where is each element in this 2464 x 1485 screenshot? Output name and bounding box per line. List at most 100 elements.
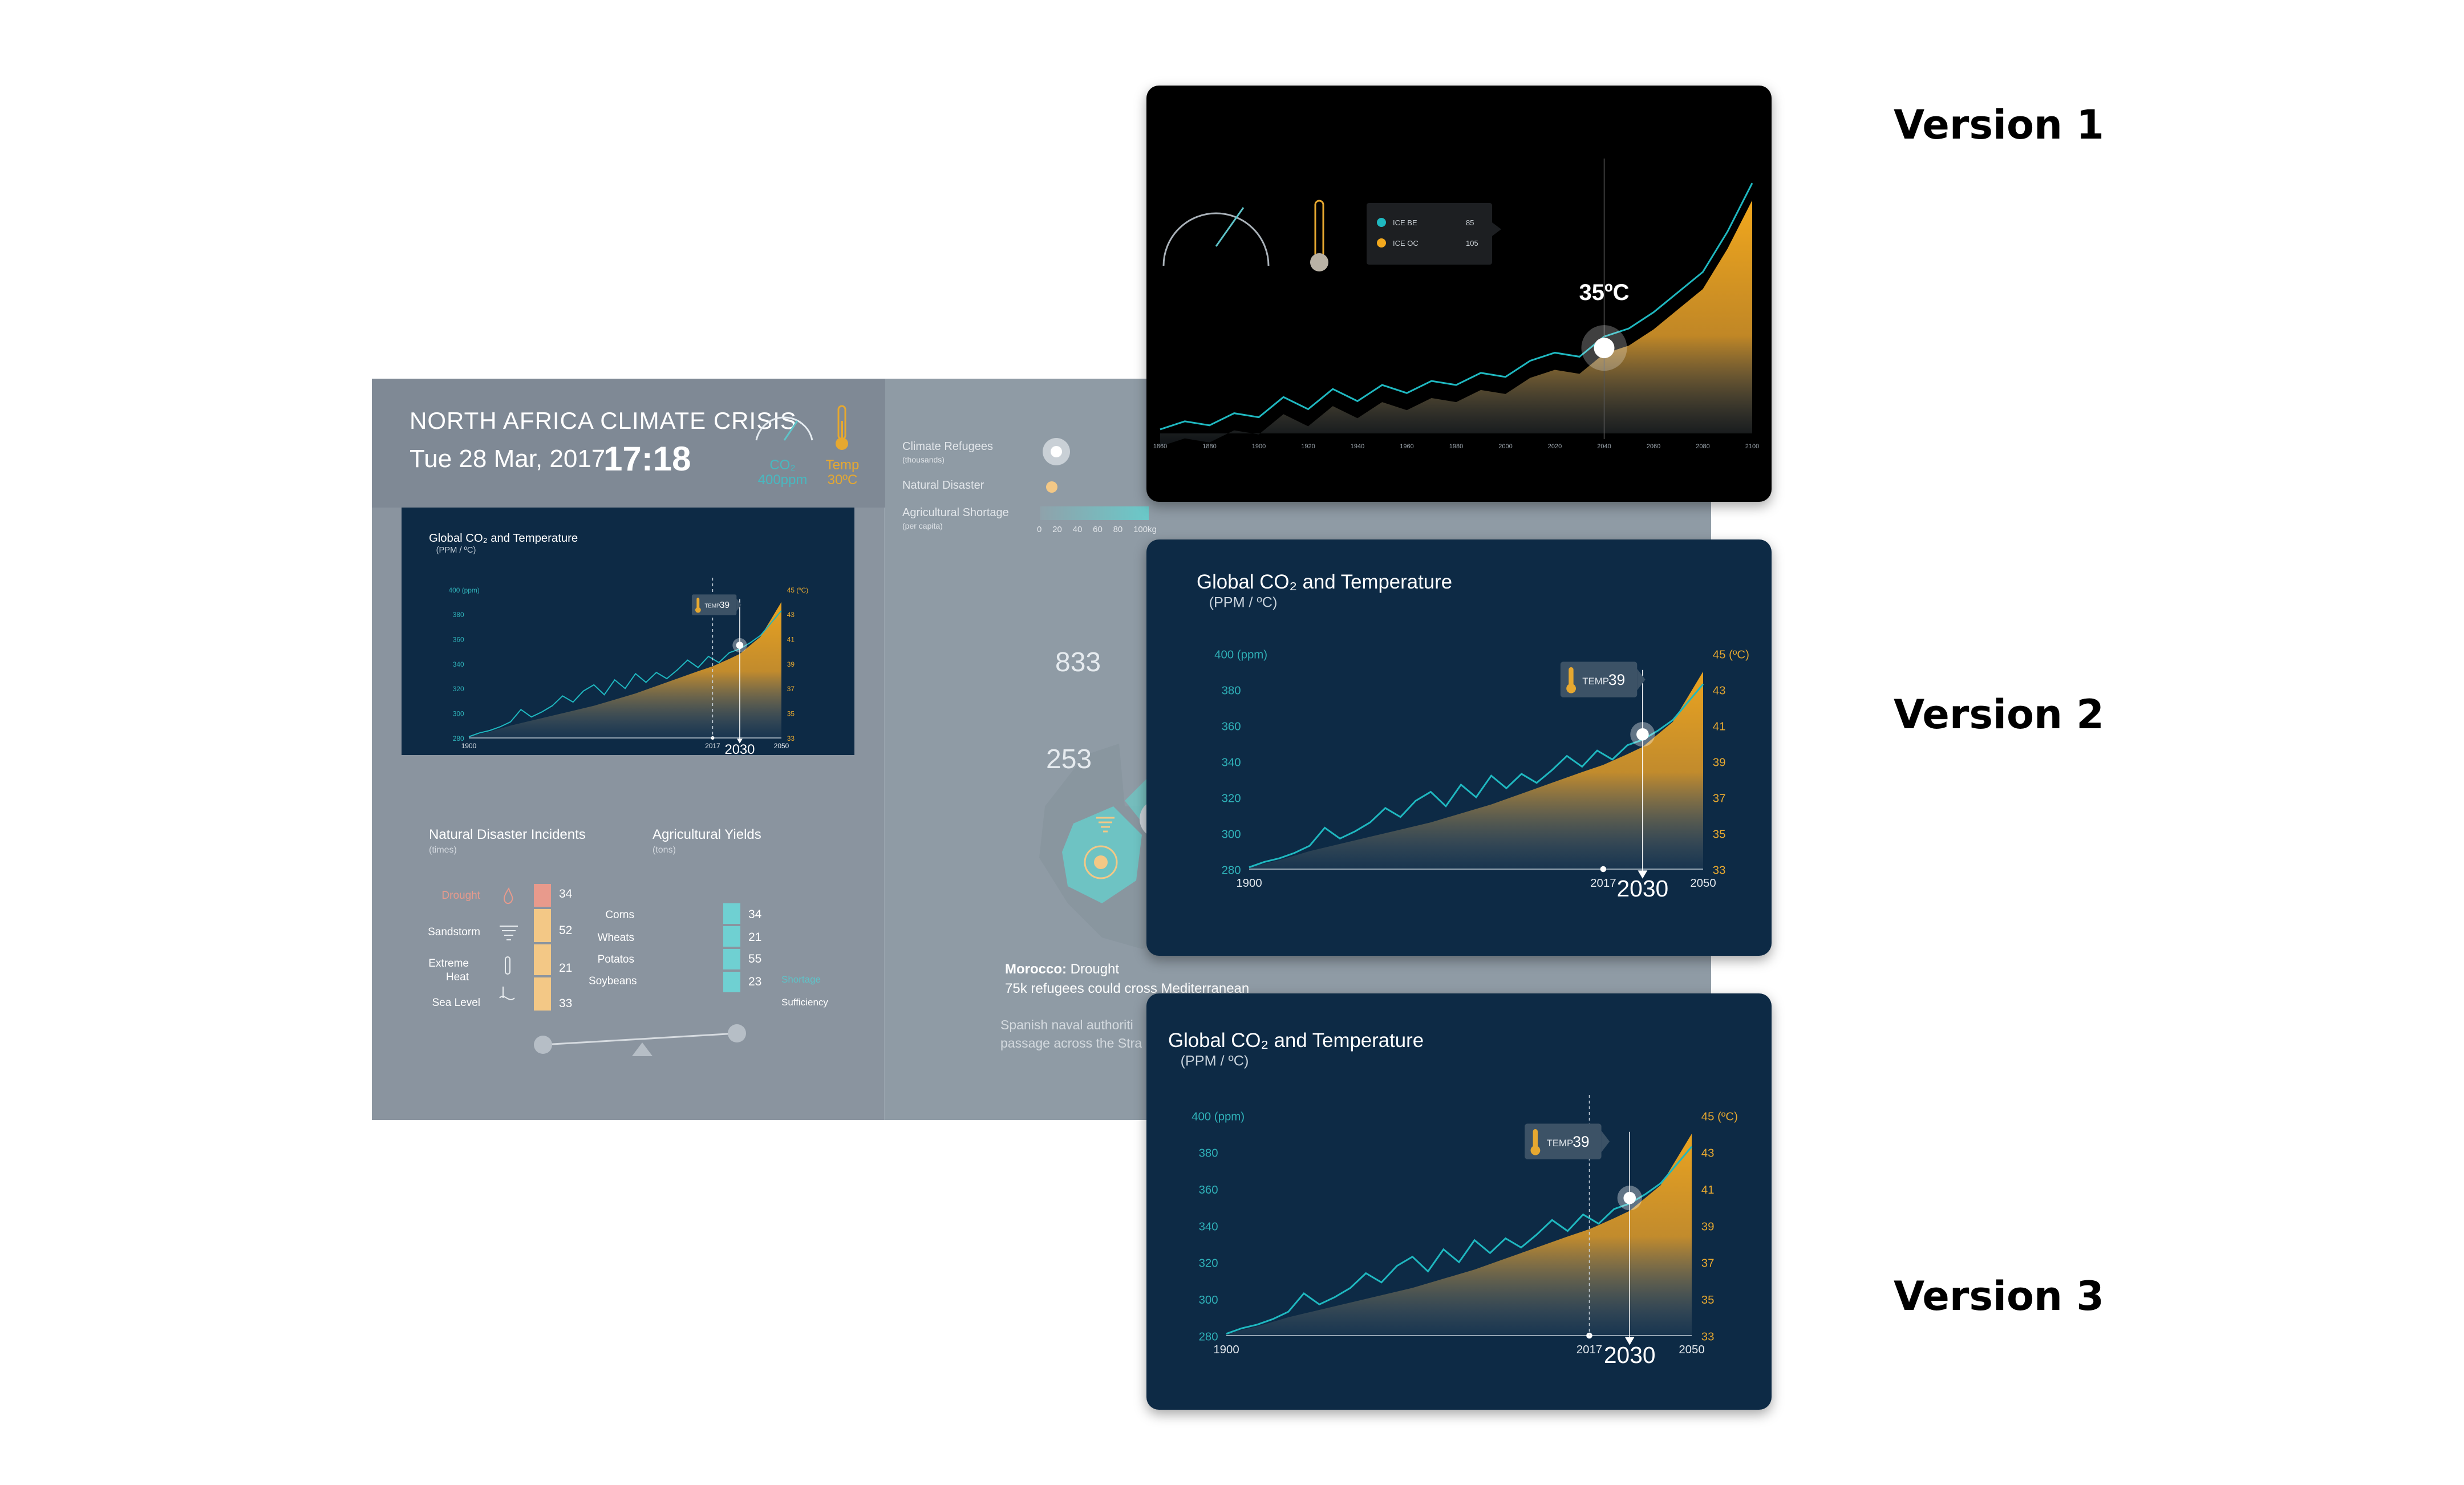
shortage-tick: 80 [1113,525,1123,534]
yield-bar [723,949,740,969]
yield-label-potatos: Potatos [597,954,634,965]
right-axis-tick: 37 [787,685,795,693]
tooltip-label: TEMP [1582,676,1609,687]
yield-value-wheats: 21 [748,931,762,944]
disaster-subtitle: (times) [429,845,457,855]
yield-bar [723,903,740,924]
gauge-icon [1162,212,1270,266]
x-axis-tick: 2017 [1590,877,1616,890]
x-axis-tick: 2000 [1498,443,1512,450]
marker-arrow-icon [1624,1337,1635,1345]
version-2-chart: Global CO₂ and Temperature(PPM / ºC) 400 … [1197,571,1749,902]
mini-chart-svg: Global CO₂ and Temperature(PPM / ºC) 400 … [429,532,808,757]
temperature-area [1226,1115,1692,1336]
marker-year-label: 2030 [724,742,755,755]
disaster-label-sandstorm: Sandstorm [428,926,480,938]
disaster-label-heat: Extreme Heat [428,957,469,983]
right-axis-tick: 45 (ºC) [1701,1110,1738,1123]
x-axis-tick: 1900 [1213,1344,1239,1356]
legend-label: ICE BE [1393,218,1417,227]
right-axis-tick: 45 (ºC) [787,586,808,594]
chart-units: (PPM / ºC) [1181,1053,1249,1069]
co2-gauge-icon [755,416,813,441]
sandstorm-map-icon [1096,817,1115,833]
legend-dot [1377,238,1386,248]
yield-bar [723,972,740,992]
disaster-value-sandstorm: 52 [559,924,573,937]
shortage-tick: 0 [1037,525,1042,534]
right-axis-tick: 35 [1713,828,1726,841]
version-2-card: Global CO₂ and Temperature (PPM / ºC) 400 … [1146,539,1772,956]
left-axis-tick: 400 (ppm) [1214,648,1267,661]
yield-bar-stack [723,903,740,992]
chart-title: Global CO₂ and Temperature [429,532,578,545]
x-axis-tick: 1940 [1351,443,1364,450]
right-axis-tick: 37 [1701,1257,1715,1270]
tooltip-pointer [1637,668,1646,691]
x-axis-tick: 2100 [1745,443,1759,450]
marker-temp-label: 35ºC [1579,280,1630,305]
legend-value: 105 [1466,239,1478,248]
chart-title: Global CO₂ and Temperature [1168,1029,1424,1052]
shortage-region [1062,806,1142,903]
x-axis-tick: 2050 [774,742,789,750]
co2-line [468,610,782,737]
panel-divider [884,379,885,1120]
morocco-name: Morocco: [1005,961,1067,977]
x-axis-tick: 2017 [1577,1344,1602,1356]
tooltip-label: TEMP [704,603,720,610]
left-axis-tick: 340 [1199,1220,1218,1233]
x-axis-tick: 1880 [1202,443,1216,450]
right-axis-tick: 33 [1713,864,1726,877]
shortage-tick: 60 [1093,525,1103,534]
yield-value-soybeans: 23 [748,975,762,988]
disaster-bar-stack [534,884,551,1011]
right-axis-tick: 43 [787,611,795,619]
left-axis-tick: 380 [453,611,464,619]
year-2017-dot [1600,866,1607,873]
marker-year-label: 2030 [1616,875,1668,902]
x-axis-tick: 2050 [1690,877,1716,890]
version-3-chart: Global CO₂ and Temperature(PPM / ºC) 400 … [1168,1029,1738,1368]
x-axis-tick: 1920 [1301,443,1315,450]
disaster-value-heat: 21 [559,961,573,975]
thermometer-icon [696,598,700,609]
co2-line [1226,1146,1693,1335]
co2-label: CO₂ [769,457,796,473]
yields-title: Agricultural Yields [653,827,761,842]
left-axis-tick: 320 [1222,792,1241,805]
thermometer-bulb [1530,1145,1541,1155]
disaster-value-sealevel: 33 [559,997,573,1010]
x-axis-tick: 2060 [1647,443,1660,450]
x-axis-tick: 1960 [1400,443,1413,450]
drought-icon [504,887,513,904]
year-2017-dot [711,736,715,740]
temp-tooltip [691,594,737,615]
x-axis-tick: 2040 [1597,443,1611,450]
spanish-note-line2: passage across the Stra [1000,1036,1142,1050]
legend-refugees: Climate Refugees [902,440,993,453]
tooltip-value: 39 [1608,671,1625,688]
shortage-gradient-bar [1040,506,1149,520]
disaster-bar [534,909,551,942]
legend-box [1367,203,1492,265]
x-axis-tick: 1900 [461,742,477,750]
left-axis-tick: 340 [1222,756,1241,769]
right-axis-tick: 43 [1701,1147,1715,1160]
disaster-title: Natural Disaster Incidents [429,827,586,842]
legend-shortage: Agricultural Shortage [902,506,1009,519]
map-value-833: 833 [1055,647,1101,677]
temp-tooltip [1560,662,1638,697]
legend-refugees-sub: (thousands) [902,455,945,464]
tooltip-value: 39 [1573,1133,1589,1150]
marker-dot [1636,728,1649,741]
heat-icon [505,956,510,975]
map-value-253: 253 [1046,744,1092,774]
seesaw-balance [534,1024,746,1056]
temperature-area [469,590,781,738]
spanish-note-line1: Spanish naval authoriti [1000,1017,1133,1032]
legend-dot [1377,218,1386,227]
yield-label-wheats: Wheats [597,932,634,944]
right-axis-tick: 39 [787,660,795,668]
thermometer-icon [836,405,848,450]
